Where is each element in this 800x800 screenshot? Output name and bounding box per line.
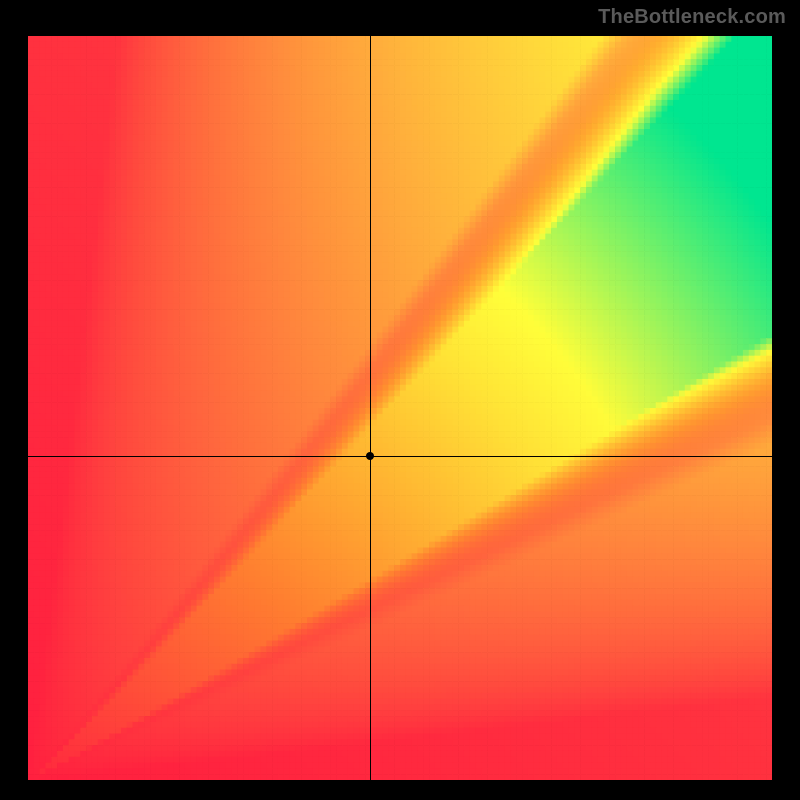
crosshair-vertical — [370, 36, 371, 780]
attribution-text: TheBottleneck.com — [598, 6, 786, 29]
chart-container: TheBottleneck.com — [0, 0, 800, 800]
marker-dot — [366, 452, 374, 460]
crosshair-horizontal — [28, 456, 772, 457]
heatmap-canvas — [28, 36, 772, 780]
